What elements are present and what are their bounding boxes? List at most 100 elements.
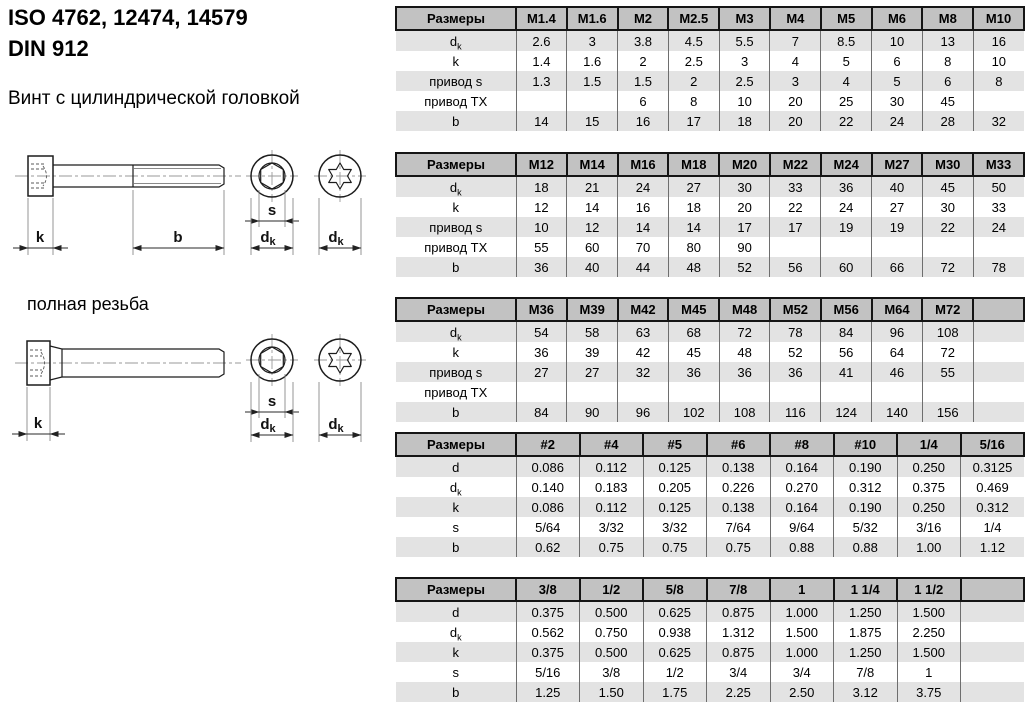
table-row: привод TX 6 8 10 20 25 30 45 bbox=[396, 91, 1024, 111]
table-cell: 0.500 bbox=[579, 601, 643, 622]
column-header: M27 bbox=[870, 152, 923, 177]
table-cell bbox=[972, 402, 1024, 422]
size-column-header: Размеры bbox=[395, 152, 516, 177]
table-cell: 5 bbox=[871, 71, 923, 91]
table-cell: 96 bbox=[617, 402, 669, 422]
table-cell: 54 bbox=[515, 321, 567, 342]
table-cell: 24 bbox=[617, 176, 669, 197]
column-header: M10 bbox=[972, 6, 1025, 31]
table-row: привод TX 55 60 70 80 90 bbox=[396, 237, 1024, 257]
column-header: M2 bbox=[616, 6, 669, 31]
table-cell: 5.5 bbox=[718, 30, 770, 51]
table-cell bbox=[960, 682, 1024, 702]
table-cell: 27 bbox=[566, 362, 618, 382]
table-row: b 1.25 1.50 1.75 2.25 2.50 3.12 3.75 bbox=[396, 682, 1024, 702]
table-cell: 60 bbox=[820, 257, 872, 277]
table-cell: 0.164 bbox=[769, 456, 834, 477]
column-header: M1.6 bbox=[565, 6, 618, 31]
table-cell: 52 bbox=[769, 342, 821, 362]
table-cell: 8 bbox=[667, 91, 720, 111]
table-cell: 116 bbox=[769, 402, 821, 422]
table-cell: 14 bbox=[515, 111, 567, 131]
screw-head bbox=[26, 340, 51, 386]
row-label: привод s bbox=[396, 71, 516, 91]
page-subtitle: Винт с цилиндрической головкой bbox=[8, 88, 300, 109]
table-cell: 96 bbox=[871, 321, 923, 342]
dimension-k: k bbox=[13, 198, 68, 255]
table-cell: 0.164 bbox=[769, 497, 834, 517]
table-cell: 48 bbox=[667, 257, 720, 277]
screw-shank bbox=[53, 164, 225, 188]
table-cell: 46 bbox=[871, 362, 923, 382]
head-outline-circle bbox=[250, 338, 294, 382]
table-cell: 15 bbox=[566, 111, 618, 131]
table-cell: 45 bbox=[921, 91, 974, 111]
column-header: 5/8 bbox=[642, 577, 707, 602]
head-outline-circle bbox=[318, 154, 362, 198]
table-cell: 20 bbox=[769, 91, 821, 111]
hex-socket bbox=[260, 346, 284, 374]
table-cell: 5/64 bbox=[515, 517, 580, 537]
table-cell bbox=[921, 237, 974, 257]
table-cell: 39 bbox=[566, 342, 618, 362]
table-cell: 78 bbox=[972, 257, 1024, 277]
table-row: dk 18 21 24 27 30 33 36 40 45 50 bbox=[396, 176, 1024, 197]
table-cell: 55 bbox=[921, 362, 974, 382]
table-cell: 0.75 bbox=[579, 537, 643, 557]
table-cell: 22 bbox=[921, 217, 974, 237]
table-header-row: Размеры 3/8 1/2 5/8 7/8 1 1 1/4 1 1/2 bbox=[395, 577, 1025, 602]
table-cell bbox=[972, 321, 1024, 342]
row-label: привод s bbox=[396, 362, 516, 382]
table-cell: 56 bbox=[820, 342, 872, 362]
table-cell: 78 bbox=[769, 321, 821, 342]
column-header: #5 bbox=[642, 432, 707, 457]
table-cell: 25 bbox=[820, 91, 872, 111]
column-header: 1/4 bbox=[896, 432, 961, 457]
table-row: k 36 39 42 45 48 52 56 64 72 bbox=[396, 342, 1024, 362]
table-cell: 72 bbox=[921, 342, 974, 362]
table-cell: 0.140 bbox=[515, 477, 580, 497]
table-cell bbox=[820, 237, 872, 257]
table-cell: 0.183 bbox=[579, 477, 643, 497]
table-cell bbox=[515, 382, 567, 402]
table-cell: 0.250 bbox=[896, 497, 961, 517]
column-header: 1 bbox=[769, 577, 834, 602]
table-cell: 19 bbox=[871, 217, 923, 237]
table-cell: 7 bbox=[769, 30, 821, 51]
table-row: b 14 15 16 17 18 20 22 24 28 32 bbox=[396, 111, 1024, 131]
table-cell: 0.125 bbox=[642, 497, 707, 517]
table-cell: 5 bbox=[820, 51, 872, 71]
table-header-row: Размеры M12 M14 M16 M18 M20 M22 M24 M27 M30 M33 bbox=[395, 152, 1025, 177]
table-cell: 42 bbox=[617, 342, 669, 362]
table-cell: 70 bbox=[617, 237, 669, 257]
table-cell: 24 bbox=[820, 197, 872, 217]
table-cell: 0.312 bbox=[833, 477, 897, 497]
column-header: M48 bbox=[718, 297, 770, 322]
row-label: s bbox=[396, 517, 516, 537]
row-label: d bbox=[396, 601, 516, 622]
table-cell: 0.375 bbox=[896, 477, 961, 497]
table-cell: 66 bbox=[871, 257, 923, 277]
table-cell: 2 bbox=[617, 51, 669, 71]
table-cell: 9/64 bbox=[769, 517, 834, 537]
table-cell: 13 bbox=[921, 30, 974, 51]
table-cell: 0.938 bbox=[642, 622, 707, 642]
table-cell: 64 bbox=[871, 342, 923, 362]
table-cell: 40 bbox=[566, 257, 618, 277]
table-cell: 10 bbox=[515, 217, 567, 237]
table-cell: 1/4 bbox=[960, 517, 1024, 537]
table-row: dk 0.140 0.183 0.205 0.226 0.270 0.312 0.375 0.4… bbox=[396, 477, 1024, 497]
table-cell: 17 bbox=[769, 217, 821, 237]
column-header bbox=[972, 297, 1025, 322]
table-cell: 14 bbox=[667, 217, 720, 237]
table-cell: 1.500 bbox=[896, 601, 961, 622]
size-column-header: Размеры bbox=[395, 577, 516, 602]
table-cell: 0.562 bbox=[515, 622, 580, 642]
spec-table: Размеры #2 #4 #5 #6 #8 #10 1/4 5/16 d 0.086 0.112 0.… bbox=[395, 432, 1025, 557]
column-header: M36 bbox=[515, 297, 567, 322]
table-cell: 1.6 bbox=[566, 51, 618, 71]
table-cell: 3/8 bbox=[579, 662, 643, 682]
column-header: M3 bbox=[718, 6, 770, 31]
column-header: M64 bbox=[870, 297, 923, 322]
